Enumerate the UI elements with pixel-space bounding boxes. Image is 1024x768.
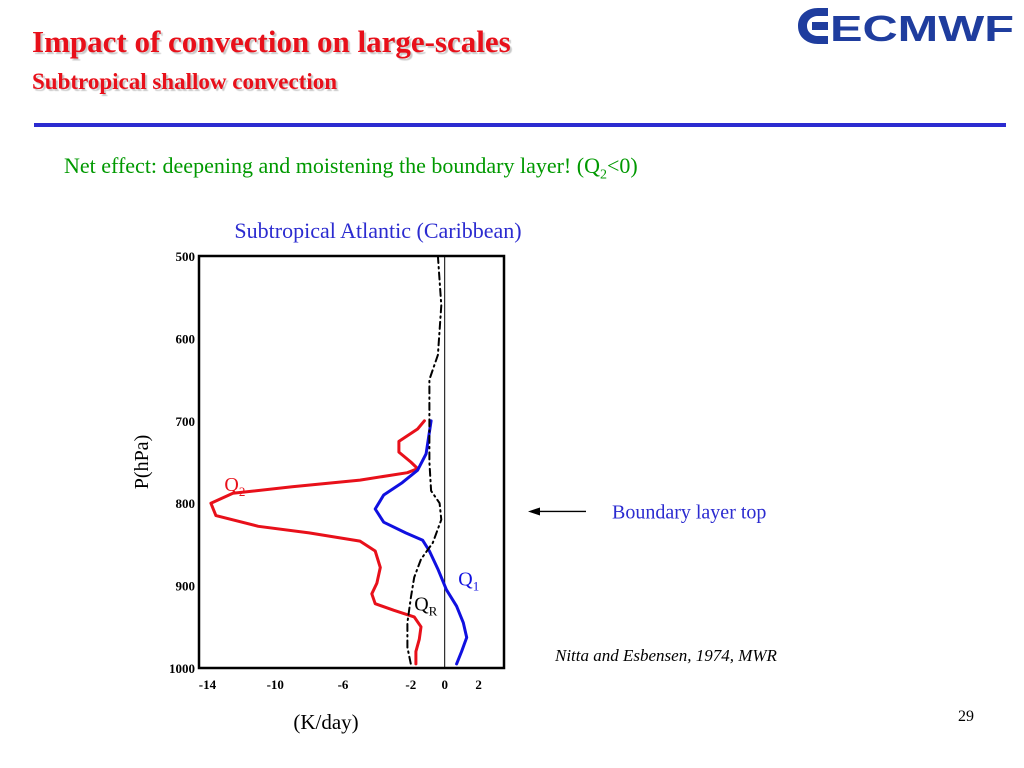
page-number: 29 — [958, 708, 974, 725]
summary-note-subscript: 2 — [599, 167, 607, 183]
title-divider — [34, 123, 1006, 127]
y-tick-label: 1000 — [169, 661, 195, 676]
chart-title: Subtropical Atlantic (Caribbean) — [234, 218, 521, 243]
x-tick-label: -6 — [338, 677, 349, 692]
slide-title: Impact of convection on large-scales — [32, 24, 511, 59]
series-line-q1 — [373, 419, 469, 666]
y-tick-label: 500 — [176, 249, 196, 264]
x-tick-label: 0 — [441, 677, 448, 692]
x-tick-label: 2 — [475, 677, 482, 692]
y-tick-label: 800 — [176, 496, 196, 511]
annotation-label: Boundary layer top — [612, 501, 766, 523]
ecmwf-logo: ECMWF — [798, 8, 1014, 46]
series-lines — [209, 255, 469, 666]
summary-note-end: <0) — [606, 153, 638, 178]
summary-note-text: Net effect: deepening and moistening the… — [64, 153, 600, 178]
x-tick-labels: -14 -10 -6 -2 0 2 — [199, 677, 482, 692]
slide-subtitle: Subtropical shallow convection — [32, 69, 337, 94]
series-labels: Q2 Q1 QR — [224, 474, 479, 618]
y-tick-label: 900 — [176, 579, 196, 594]
series-label-q1: Q1 — [458, 569, 479, 594]
series-line-q2 — [209, 419, 426, 666]
x-tick-label: -14 — [199, 677, 217, 692]
series-line-qr — [406, 255, 443, 665]
annotation-arrowhead — [528, 507, 540, 516]
x-axis-label: (K/day) — [293, 710, 358, 734]
y-axis-label: P(hPa) — [131, 435, 153, 489]
y-tick-label: 700 — [176, 414, 196, 429]
ecmwf-logo-mark — [798, 8, 828, 44]
y-tick-labels: 500 600 700 800 900 1000 — [169, 249, 195, 676]
summary-note: Net effect: deepening and moistening the… — [64, 153, 638, 183]
y-tick-label: 600 — [176, 331, 196, 346]
x-tick-label: -10 — [267, 677, 284, 692]
series-label-qr: QR — [414, 593, 437, 618]
x-tick-label: -2 — [405, 677, 416, 692]
ecmwf-logo-text: ECMWF — [830, 8, 1014, 46]
series-label-q2: Q2 — [224, 474, 245, 499]
plot-frame — [197, 254, 506, 670]
citation: Nitta and Esbensen, 1974, MWR — [555, 646, 777, 665]
